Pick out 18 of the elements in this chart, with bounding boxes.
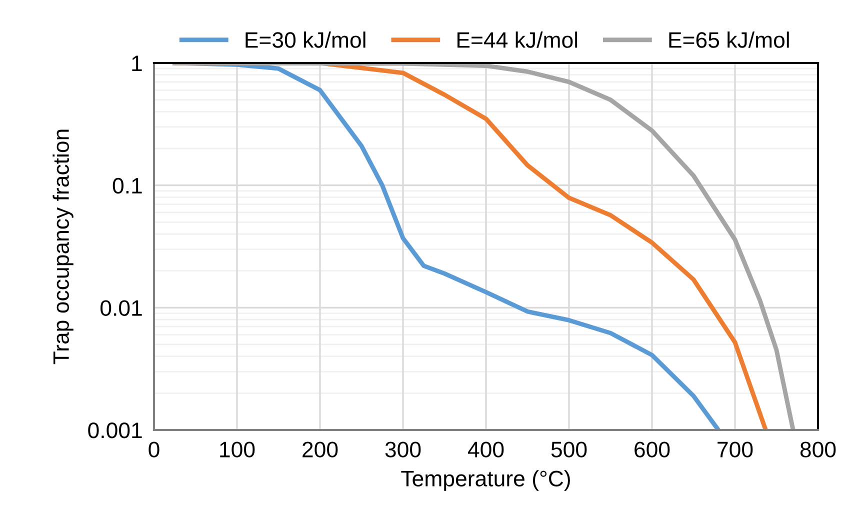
legend-label: E=30 kJ/mol — [246, 32, 366, 48]
x-tick-label: 700 — [718, 442, 753, 458]
y-tick-label: 1 — [132, 56, 142, 72]
x-axis-title: Temperature (°C) — [401, 470, 570, 491]
legend-label: E=65 kJ/mol — [669, 32, 789, 48]
x-tick-label: 500 — [551, 442, 587, 458]
y-tick-label: 0.1 — [112, 178, 142, 194]
x-tick-label: 400 — [468, 442, 504, 458]
y-axis-title: Trap occupancy fraction — [52, 130, 74, 364]
x-tick-label: 0 — [148, 442, 160, 458]
y-tick-label: 0.001 — [88, 422, 142, 438]
x-tick-label: 300 — [385, 442, 421, 458]
x-tick-label: 100 — [220, 442, 255, 458]
x-tick-label: 600 — [634, 442, 670, 458]
x-tick-label: 800 — [800, 442, 836, 458]
legend-label: E=44 kJ/mol — [457, 32, 578, 48]
y-tick-label: 0.01 — [100, 300, 142, 316]
x-tick-label: 200 — [302, 442, 338, 458]
